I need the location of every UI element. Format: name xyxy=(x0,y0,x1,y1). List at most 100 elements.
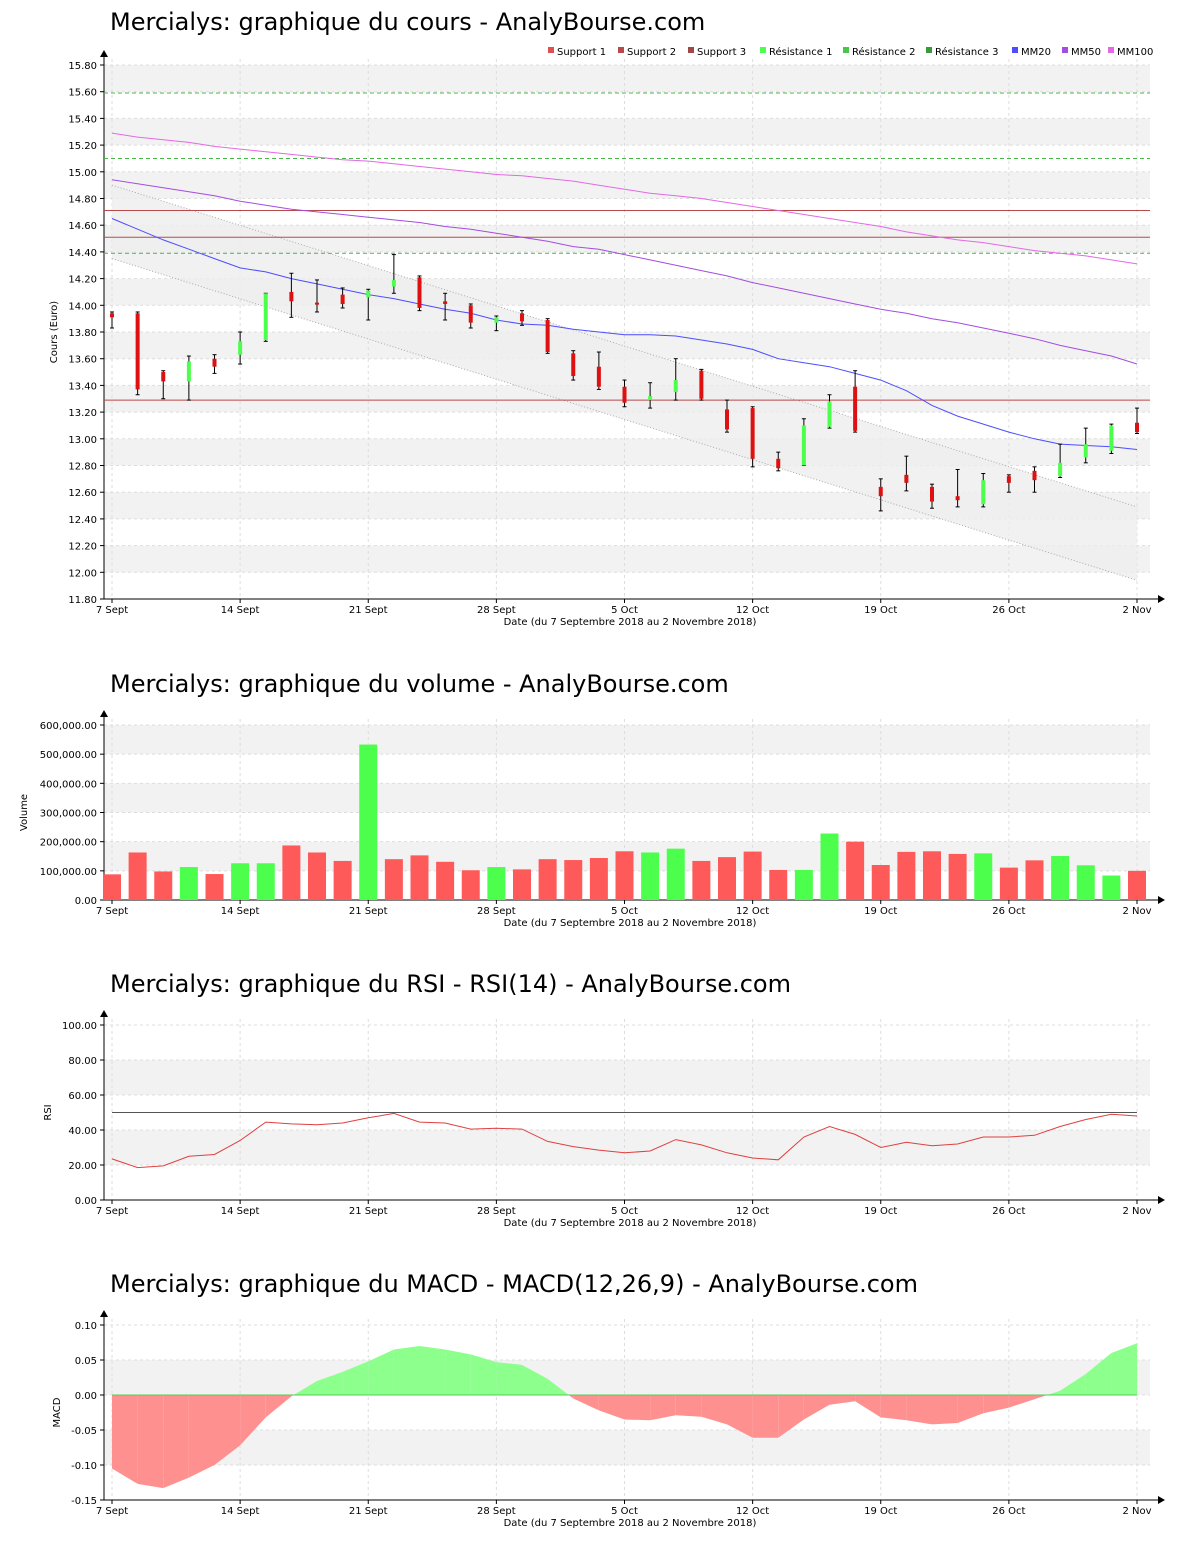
x-tick-label: 21 Sept xyxy=(349,1206,388,1217)
macd-area-segment xyxy=(701,1395,727,1425)
x-tick-label: 21 Sept xyxy=(349,605,388,616)
macd-area-segment xyxy=(522,1364,548,1395)
y-tick-label: 12.40 xyxy=(68,515,97,526)
y-tick-label: 14.60 xyxy=(68,221,97,232)
macd-area-segment xyxy=(983,1395,1009,1414)
macd-area-segment xyxy=(829,1395,856,1405)
y-axis-label: Cours (Euro) xyxy=(49,301,60,364)
y-tick-label: 14.00 xyxy=(68,301,97,312)
grid-band xyxy=(104,65,1150,92)
candle-body xyxy=(340,294,345,304)
grid-band xyxy=(104,1130,1150,1165)
y-axis-label: MACD xyxy=(52,1397,63,1427)
legend-swatch xyxy=(1012,47,1018,53)
grid-band xyxy=(104,545,1150,573)
volume-bar xyxy=(615,851,634,900)
y-tick-label: 15.80 xyxy=(68,61,97,72)
mm20-line xyxy=(111,218,1138,450)
x-axis-label: Date (du 7 Septembre 2018 au 2 Novembre … xyxy=(504,918,757,929)
volume-bar xyxy=(820,833,839,900)
macd-chart-title: Mercialys: graphique du MACD - MACD(12,2… xyxy=(110,1270,918,1298)
macd-area-segment xyxy=(932,1395,958,1425)
macd-area-segment xyxy=(803,1395,830,1420)
x-tick-label: 7 Sept xyxy=(96,605,128,616)
candle-body xyxy=(186,361,191,382)
candle-body xyxy=(468,305,473,323)
candle-body xyxy=(1109,425,1114,451)
y-tick-label: 60.00 xyxy=(68,1091,97,1102)
y-tick-label: 100,000.00 xyxy=(40,867,97,878)
volume-bar xyxy=(743,851,762,900)
candle-body xyxy=(1058,462,1063,477)
candle-body xyxy=(801,425,806,466)
x-tick-label: 7 Sept xyxy=(96,1206,128,1217)
y-tick-label: 300,000.00 xyxy=(40,809,97,820)
x-tick-label: 21 Sept xyxy=(349,906,388,917)
grid-band xyxy=(104,118,1150,146)
macd-area-segment xyxy=(906,1395,932,1425)
mm50-line xyxy=(111,179,1138,365)
volume-bar xyxy=(205,874,224,900)
volume-bar xyxy=(461,870,480,900)
volume-bar xyxy=(1076,865,1095,900)
volume-bar xyxy=(666,848,685,900)
grid-band xyxy=(104,1360,1150,1395)
y-tick-label: 11.80 xyxy=(68,595,97,606)
y-axis-arrow xyxy=(100,710,108,717)
y-axis-arrow xyxy=(100,50,108,57)
macd-area-segment xyxy=(317,1371,343,1395)
x-tick-label: 19 Oct xyxy=(864,1206,897,1217)
y-tick-label: 14.80 xyxy=(68,195,97,206)
legend-swatch xyxy=(843,47,849,53)
candle-body xyxy=(776,458,781,469)
y-tick-label: 12.20 xyxy=(68,542,97,553)
macd-area-segment xyxy=(752,1395,779,1438)
candle-body xyxy=(545,319,550,353)
candle-body xyxy=(596,366,601,387)
macd-area-segment xyxy=(624,1395,651,1421)
candle-body xyxy=(648,396,653,401)
y-tick-label: 12.00 xyxy=(68,568,97,579)
legend-swatch xyxy=(688,47,694,53)
x-tick-label: 28 Sept xyxy=(477,1206,516,1217)
volume-bar xyxy=(718,857,736,900)
x-tick-label: 19 Oct xyxy=(864,605,897,616)
grid-band xyxy=(104,1060,1150,1095)
legend-item: Support 2 xyxy=(627,47,676,58)
legend-item: Résistance 1 xyxy=(769,46,832,58)
macd-area-segment xyxy=(293,1381,317,1395)
y-tick-label: 0.00 xyxy=(75,1391,97,1402)
x-tick-label: 5 Oct xyxy=(611,605,638,616)
macd-area-segment xyxy=(137,1395,164,1489)
macd-area-segment xyxy=(265,1395,292,1418)
candle-body xyxy=(263,293,268,341)
macd-area-segment xyxy=(445,1349,471,1395)
x-tick-label: 14 Sept xyxy=(221,1506,260,1517)
price-panel: Mercialys: graphique du cours - AnalyBou… xyxy=(0,0,1200,650)
volume-chart-title: Mercialys: graphique du volume - AnalyBo… xyxy=(110,670,729,698)
volume-bar xyxy=(103,874,121,900)
y-axis-arrow xyxy=(100,1310,108,1317)
x-tick-label: 26 Oct xyxy=(992,605,1025,616)
x-tick-label: 5 Oct xyxy=(611,906,638,917)
legend-swatch xyxy=(760,47,766,53)
volume-bar xyxy=(1025,860,1044,900)
x-tick-label: 2 Nov xyxy=(1122,1206,1151,1217)
volume-chart: 0.00 100,000.00 200,000.00 300,000.00 400,00… xyxy=(19,710,1165,929)
x-tick-label: 12 Oct xyxy=(736,605,769,616)
macd-area-segment xyxy=(368,1349,394,1395)
y-tick-label: -0.05 xyxy=(71,1426,97,1437)
candle-body xyxy=(750,408,755,459)
x-tick-label: 5 Oct xyxy=(611,1206,638,1217)
y-tick-label: 500,000.00 xyxy=(40,750,97,761)
macd-area-segment xyxy=(1034,1395,1048,1400)
candle-body xyxy=(699,370,704,399)
candle-body xyxy=(366,290,371,298)
legend-item: Support 1 xyxy=(557,47,606,58)
candle-body xyxy=(955,496,960,501)
volume-bar xyxy=(538,859,557,900)
x-tick-label: 2 Nov xyxy=(1122,906,1151,917)
legend-swatch xyxy=(1062,47,1068,53)
x-tick-label: 14 Sept xyxy=(221,906,260,917)
